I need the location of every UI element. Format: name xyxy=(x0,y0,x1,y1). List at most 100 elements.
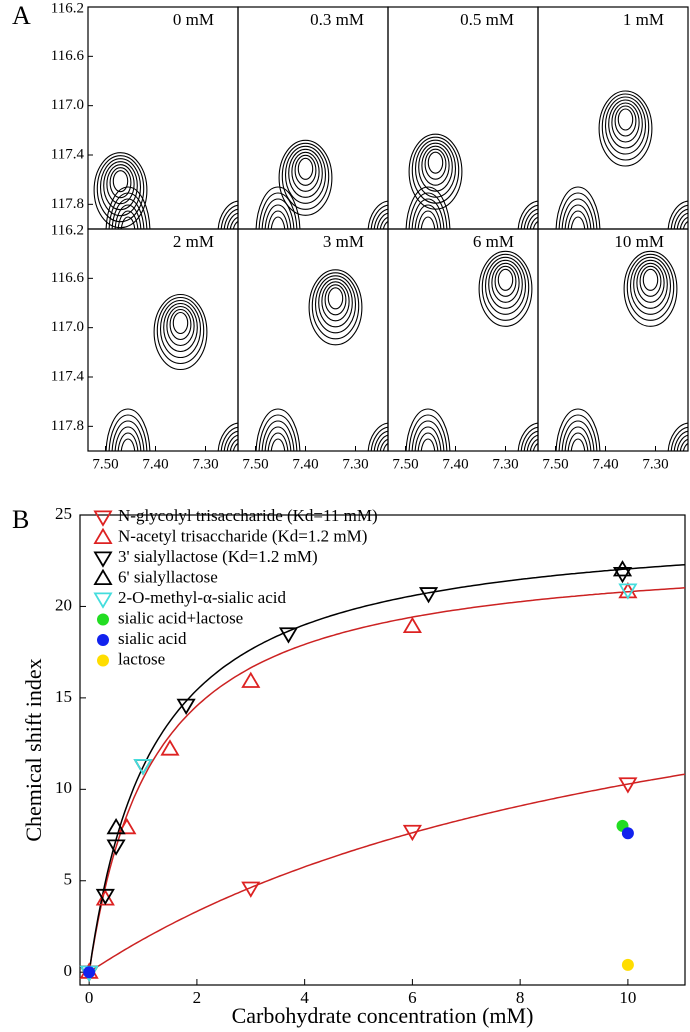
side-peak xyxy=(370,204,388,229)
legend-label: N-acetyl trisaccharide (Kd=1.2 mM) xyxy=(118,526,367,545)
point xyxy=(618,777,638,794)
point xyxy=(95,888,115,906)
contour-line xyxy=(291,151,320,192)
panel-title: 3 mM xyxy=(323,232,364,251)
legend-label: lactose xyxy=(118,649,165,668)
legend-label: 2-O-methyl-α-sialic acid xyxy=(118,588,286,607)
contour-line xyxy=(484,256,527,315)
contour-line xyxy=(327,287,344,310)
contour-line xyxy=(488,259,523,309)
x-tick-label: 8 xyxy=(516,988,525,1007)
side-peak xyxy=(570,438,586,451)
contour-line xyxy=(278,139,333,216)
x-tick-label: 7.50 xyxy=(542,456,568,472)
point xyxy=(83,966,96,979)
side-peak xyxy=(523,208,538,229)
fit-curve xyxy=(88,773,686,973)
side-peak xyxy=(405,186,451,229)
side-peak xyxy=(414,426,442,451)
legend-label: N-glycolyl trisaccharide (Kd=11 mM) xyxy=(118,506,378,525)
contour-line xyxy=(601,93,650,161)
side-peak xyxy=(682,442,688,451)
side-peak xyxy=(517,422,538,451)
contour-line xyxy=(494,265,517,297)
x-tick-label: 6 xyxy=(408,988,417,1007)
point xyxy=(618,583,638,600)
x-tick-label: 7.50 xyxy=(242,456,268,472)
panel-frame xyxy=(237,6,389,230)
panel-title: 0 mM xyxy=(173,10,214,29)
side-peak xyxy=(267,210,289,229)
x-tick-label: 2 xyxy=(193,988,202,1007)
side-peak xyxy=(114,426,142,451)
side-peak xyxy=(111,420,145,451)
contour-line xyxy=(491,262,520,303)
side-peak xyxy=(411,420,445,451)
contour-line xyxy=(112,170,129,193)
contour-line xyxy=(294,154,317,186)
y-tick-label: 117.4 xyxy=(51,146,85,162)
side-peak xyxy=(414,204,442,229)
panel-title: 0.5 mM xyxy=(460,10,514,29)
y-tick-label: 117.0 xyxy=(51,97,84,113)
side-peak xyxy=(532,220,538,229)
x-tick-label: 7.40 xyxy=(292,456,318,472)
side-peak xyxy=(108,414,148,451)
side-peak xyxy=(217,200,238,229)
fit-curve xyxy=(88,563,686,973)
contour-line xyxy=(629,256,672,315)
side-peak xyxy=(567,210,589,229)
panel-label: A xyxy=(12,1,31,30)
side-peak xyxy=(411,198,445,229)
side-peak xyxy=(567,432,589,451)
contour-line xyxy=(318,278,353,328)
y-tick-label: 10 xyxy=(55,778,72,797)
contour-line xyxy=(163,302,198,353)
x-tick-label: 7.30 xyxy=(342,456,368,472)
contour-line xyxy=(497,268,514,291)
side-peak xyxy=(220,204,238,229)
side-peak xyxy=(373,208,388,229)
side-peak xyxy=(555,408,601,451)
y-tick-label: 117.8 xyxy=(51,196,84,212)
side-peak xyxy=(370,426,388,451)
side-peak xyxy=(382,220,388,229)
contour-line xyxy=(408,133,463,210)
x-tick-label: 7.40 xyxy=(442,456,468,472)
side-peak xyxy=(558,192,598,229)
side-peak xyxy=(232,220,238,229)
side-peak xyxy=(117,432,139,451)
contour-line xyxy=(166,305,195,347)
side-peak xyxy=(117,210,139,229)
side-peak xyxy=(108,192,148,229)
contour-line xyxy=(156,296,205,365)
contour-line xyxy=(478,250,533,327)
x-tick-label: 0 xyxy=(85,988,94,1007)
panel-frame xyxy=(237,228,389,452)
side-peak xyxy=(114,204,142,229)
side-peak xyxy=(561,198,595,229)
y-tick-label: 116.2 xyxy=(51,222,84,238)
side-peak xyxy=(261,198,295,229)
panel-frame xyxy=(387,6,539,230)
side-peak xyxy=(408,192,448,229)
legend-marker xyxy=(93,527,113,544)
side-peak xyxy=(529,216,538,229)
point xyxy=(621,827,634,840)
side-peak xyxy=(223,208,238,229)
contour-line xyxy=(418,142,453,192)
side-peak xyxy=(105,408,151,451)
contour-line xyxy=(321,281,350,322)
side-peak xyxy=(526,212,538,229)
contour-line xyxy=(623,250,678,327)
side-peak xyxy=(258,414,298,451)
legend-label: 6' sialyllactose xyxy=(118,567,218,586)
plot-frame xyxy=(79,514,686,986)
side-peak xyxy=(558,414,598,451)
panel-title: 6 mM xyxy=(473,232,514,251)
panel-label: B xyxy=(12,505,29,534)
point xyxy=(418,587,439,604)
point xyxy=(133,759,153,776)
side-peak xyxy=(255,186,301,229)
